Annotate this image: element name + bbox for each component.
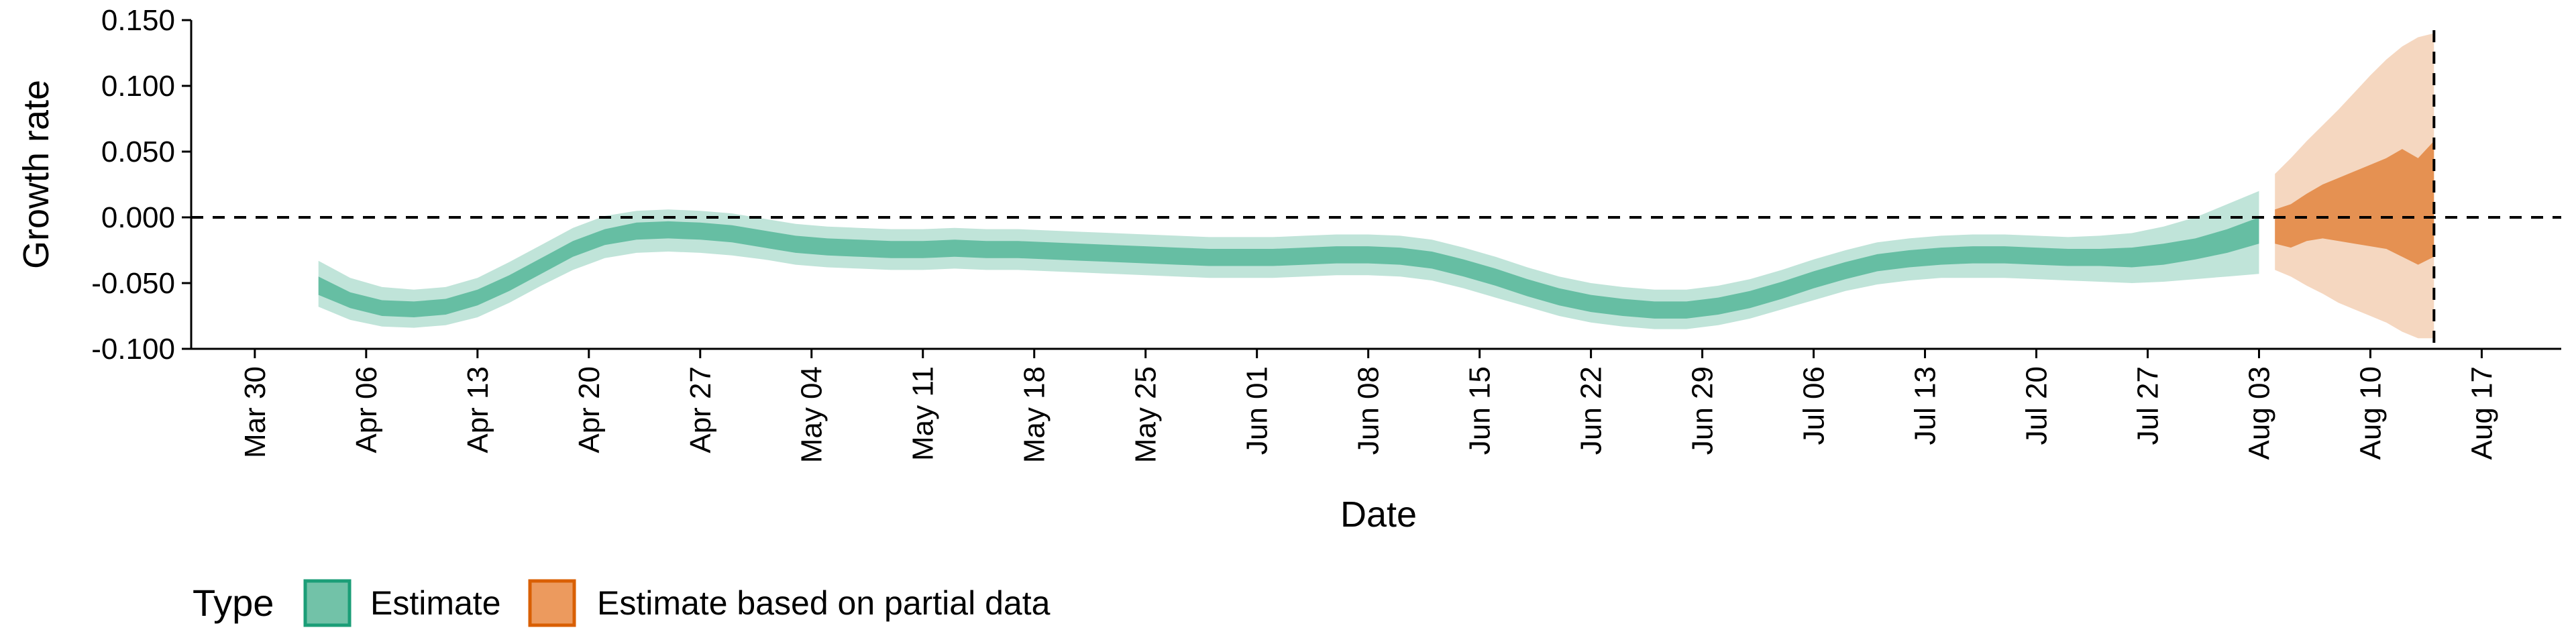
x-tick-label: Jul 06: [1798, 366, 1831, 445]
legend-key-estimate: [303, 579, 352, 627]
x-tick-label: May 25: [1130, 366, 1163, 463]
x-tick-label: Jun 15: [1464, 366, 1497, 455]
x-tick-label: Jun 22: [1575, 366, 1608, 455]
axes-layer: [190, 20, 2561, 350]
x-tick-label: May 11: [907, 366, 940, 461]
y-tick-label: 0.000: [101, 201, 175, 234]
x-axis-title: Date: [1340, 494, 1417, 535]
legend: Type Estimate Estimate based on partial …: [193, 579, 1051, 627]
x-tick-label: Jul 27: [2132, 366, 2165, 445]
partial-band-50: [2275, 141, 2434, 265]
x-tick-label: Jun 29: [1686, 366, 1719, 455]
x-tick-label: Aug 10: [2354, 366, 2387, 460]
ticks-layer: -0.100 -0.050 0.000 0.050 0.100 0.150 Mar 30 Ap…: [91, 4, 2498, 463]
x-tick-label: Apr 27: [684, 366, 717, 453]
x-tick-label: Jul 20: [2021, 366, 2053, 445]
y-tick-label: 0.100: [101, 70, 175, 103]
legend-key-partial: [528, 579, 576, 627]
x-tick-label: May 04: [796, 366, 828, 463]
y-tick-label: 0.050: [101, 136, 175, 168]
y-tick-label: 0.150: [101, 4, 175, 37]
y-tick-label: -0.100: [91, 333, 175, 366]
x-tick-label: May 18: [1018, 366, 1051, 463]
legend-title: Type: [193, 582, 274, 624]
x-tick-label: Jul 13: [1909, 366, 1942, 445]
x-tick-label: Aug 03: [2243, 366, 2275, 460]
legend-label-estimate: Estimate: [370, 584, 501, 622]
legend-label-partial: Estimate based on partial data: [597, 584, 1051, 622]
reference-lines-layer: [191, 30, 2561, 349]
x-tick-label: Apr 20: [573, 366, 606, 453]
estimate-band-50: [318, 217, 2259, 319]
x-tick-label: Aug 17: [2465, 366, 2498, 460]
x-tick-label: Jun 08: [1352, 366, 1385, 455]
bands-layer: [318, 33, 2434, 339]
x-tick-label: Apr 06: [350, 366, 383, 453]
x-tick-label: Jun 01: [1241, 366, 1274, 455]
y-tick-label: -0.050: [91, 267, 175, 300]
x-tick-label: Mar 30: [239, 366, 272, 458]
y-axis-title: Growth rate: [16, 80, 56, 269]
x-tick-label: Apr 13: [462, 366, 494, 453]
